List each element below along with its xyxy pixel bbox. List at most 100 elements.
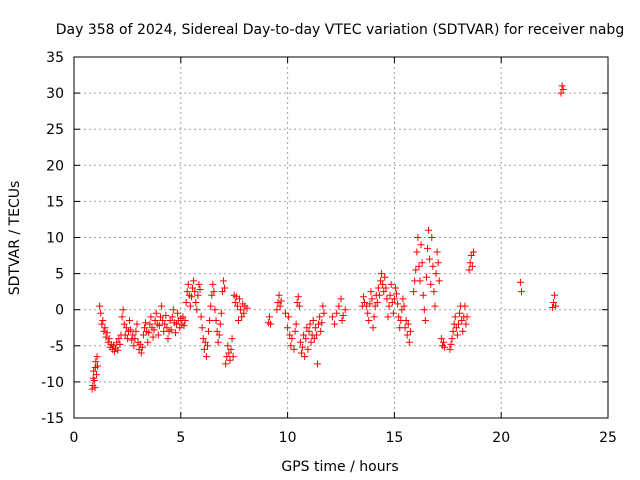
- data-point: [287, 342, 294, 349]
- data-point: [464, 313, 471, 320]
- data-point: [410, 288, 417, 295]
- data-point: [462, 321, 469, 328]
- data-point: [431, 303, 438, 310]
- data-point: [415, 263, 422, 270]
- data-point: [187, 303, 194, 310]
- x-tick-labels: 0 5 10 15 20 25: [70, 430, 617, 446]
- data-point: [298, 350, 305, 357]
- data-point: [375, 285, 382, 292]
- data-point: [317, 328, 324, 335]
- data-point: [142, 319, 149, 326]
- data-point: [185, 281, 192, 288]
- y-tick-label: -15: [41, 411, 64, 427]
- data-point: [209, 281, 216, 288]
- data-point: [360, 293, 367, 300]
- data-point: [407, 328, 414, 335]
- data-point: [559, 82, 566, 89]
- x-tick-label: 0: [70, 430, 79, 446]
- data-point: [456, 310, 463, 317]
- data-point: [282, 310, 289, 317]
- data-point: [421, 306, 428, 313]
- data-point: [381, 274, 388, 281]
- data-point: [119, 313, 126, 320]
- data-point: [301, 353, 308, 360]
- data-point: [466, 266, 473, 273]
- data-point: [211, 306, 218, 313]
- data-point: [434, 248, 441, 255]
- data-point: [199, 324, 206, 331]
- data-point: [320, 310, 327, 317]
- data-point: [134, 321, 141, 328]
- data-point: [291, 346, 298, 353]
- data-point: [312, 324, 319, 331]
- data-point: [339, 317, 346, 324]
- data-point: [386, 303, 393, 310]
- data-point: [329, 313, 336, 320]
- data-point: [192, 299, 199, 306]
- data-point: [378, 270, 385, 277]
- data-point: [376, 292, 383, 299]
- data-point: [433, 270, 440, 277]
- y-tick-label: 0: [55, 303, 64, 319]
- data-point: [423, 274, 430, 281]
- data-point: [220, 277, 227, 284]
- data-point: [293, 321, 300, 328]
- data-point: [417, 277, 424, 284]
- y-tick-label: 30: [46, 86, 64, 102]
- data-point: [399, 295, 406, 302]
- data-point: [230, 353, 237, 360]
- data-point: [449, 335, 456, 342]
- x-tick-label: 10: [279, 430, 297, 446]
- data-point: [235, 317, 242, 324]
- data-point: [383, 295, 390, 302]
- data-point: [406, 339, 413, 346]
- data-point: [452, 313, 459, 320]
- data-point: [454, 331, 461, 338]
- data-point: [551, 292, 558, 299]
- y-tick-label: -5: [50, 339, 64, 355]
- data-point: [448, 341, 455, 348]
- data-point: [295, 293, 302, 300]
- data-point: [461, 303, 468, 310]
- data-point: [198, 313, 205, 320]
- data-point: [292, 328, 299, 335]
- data-point: [92, 358, 99, 365]
- data-point: [215, 339, 222, 346]
- data-point: [193, 306, 200, 313]
- y-tick-label: 20: [46, 158, 64, 174]
- data-point: [273, 306, 280, 313]
- data-point: [427, 281, 434, 288]
- data-point: [426, 256, 433, 263]
- x-tick-label: 25: [599, 430, 617, 446]
- data-point: [422, 317, 429, 324]
- x-tick-label: 5: [176, 430, 185, 446]
- data-point: [518, 288, 525, 295]
- data-point: [205, 328, 212, 335]
- data-point: [402, 324, 409, 331]
- y-tick-labels: -15-10-505101520253035: [41, 50, 64, 427]
- data-point: [413, 248, 420, 255]
- y-tick-label: 35: [46, 50, 64, 66]
- data-point: [195, 281, 202, 288]
- data-point: [224, 342, 231, 349]
- data-point: [218, 310, 225, 317]
- data-point: [98, 321, 105, 328]
- data-point: [284, 324, 291, 331]
- data-point: [307, 321, 314, 328]
- data-point: [217, 321, 224, 328]
- data-point: [164, 335, 171, 342]
- data-point: [266, 313, 273, 320]
- y-tick-label: 25: [46, 122, 64, 138]
- data-point: [315, 321, 322, 328]
- data-point: [190, 277, 197, 284]
- data-point: [222, 360, 229, 367]
- y-axis-title: SDTVAR / TECUs: [7, 181, 23, 296]
- data-point: [229, 335, 236, 342]
- data-point: [285, 313, 292, 320]
- data-point: [388, 281, 395, 288]
- data-point: [420, 292, 427, 299]
- data-point: [310, 317, 317, 324]
- data-point: [158, 303, 165, 310]
- data-point: [331, 321, 338, 328]
- grid-lines: [74, 57, 608, 418]
